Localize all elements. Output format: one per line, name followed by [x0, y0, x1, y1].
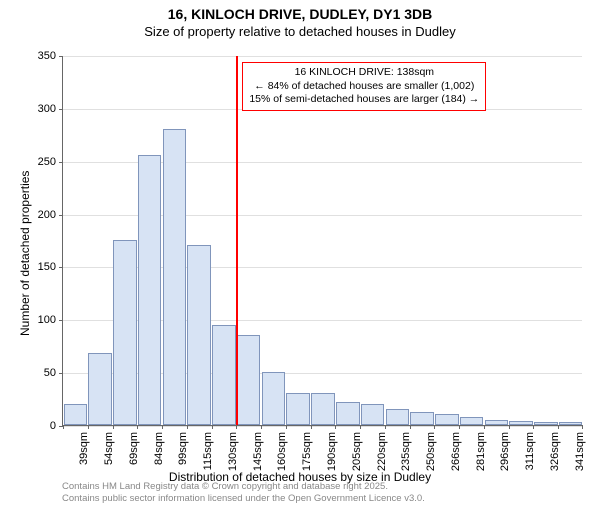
- histogram-bar: [163, 129, 187, 425]
- histogram-bar: [460, 417, 484, 425]
- histogram-bar: [286, 393, 310, 425]
- y-tick-label: 250: [0, 156, 56, 168]
- y-tick-label: 200: [0, 209, 56, 221]
- histogram-bar: [361, 404, 385, 425]
- annotation-line: 16 KINLOCH DRIVE: 138sqm: [249, 66, 479, 80]
- x-tick-mark: [484, 425, 485, 429]
- x-tick-mark: [335, 425, 336, 429]
- histogram-bar: [485, 420, 509, 425]
- y-tick-mark: [59, 215, 63, 216]
- x-tick-label: 145sqm: [252, 432, 264, 482]
- x-tick-label: 296sqm: [499, 432, 511, 482]
- histogram-bar: [187, 245, 211, 425]
- x-tick-label: 84sqm: [153, 432, 165, 482]
- x-tick-mark: [582, 425, 583, 429]
- histogram-bar: [138, 155, 162, 425]
- histogram-bar: [534, 422, 558, 425]
- x-tick-mark: [459, 425, 460, 429]
- x-tick-mark: [286, 425, 287, 429]
- x-tick-mark: [137, 425, 138, 429]
- x-tick-label: 311sqm: [524, 432, 536, 482]
- x-tick-mark: [236, 425, 237, 429]
- x-tick-mark: [212, 425, 213, 429]
- x-tick-label: 266sqm: [450, 432, 462, 482]
- histogram-bar: [237, 335, 261, 425]
- y-tick-label: 50: [0, 367, 56, 379]
- x-tick-mark: [385, 425, 386, 429]
- histogram-bar: [410, 412, 434, 425]
- chart-area: 16 KINLOCH DRIVE: 138sqm← 84% of detache…: [62, 56, 582, 426]
- histogram-bar: [435, 414, 459, 425]
- footer-attribution: Contains HM Land Registry data © Crown c…: [62, 481, 425, 504]
- x-tick-label: 341sqm: [574, 432, 586, 482]
- chart-title-main: 16, KINLOCH DRIVE, DUDLEY, DY1 3DB: [0, 6, 600, 22]
- histogram-bar: [64, 404, 88, 425]
- footer-line-1: Contains HM Land Registry data © Crown c…: [62, 481, 425, 492]
- histogram-bar: [336, 402, 360, 425]
- x-tick-label: 205sqm: [351, 432, 363, 482]
- x-tick-mark: [509, 425, 510, 429]
- x-tick-label: 235sqm: [400, 432, 412, 482]
- histogram-bar: [212, 325, 236, 425]
- x-tick-label: 54sqm: [103, 432, 115, 482]
- y-tick-label: 100: [0, 314, 56, 326]
- x-tick-mark: [533, 425, 534, 429]
- annotation-line: 15% of semi-detached houses are larger (…: [249, 93, 479, 107]
- x-tick-label: 39sqm: [78, 432, 90, 482]
- x-tick-label: 99sqm: [177, 432, 189, 482]
- y-tick-mark: [59, 56, 63, 57]
- y-tick-label: 300: [0, 103, 56, 115]
- grid-line: [63, 426, 582, 427]
- x-tick-label: 326sqm: [549, 432, 561, 482]
- x-tick-mark: [434, 425, 435, 429]
- y-tick-label: 0: [0, 420, 56, 432]
- x-tick-mark: [88, 425, 89, 429]
- histogram-bar: [262, 372, 286, 425]
- x-tick-label: 175sqm: [301, 432, 313, 482]
- x-tick-mark: [558, 425, 559, 429]
- y-tick-mark: [59, 267, 63, 268]
- annotation-box: 16 KINLOCH DRIVE: 138sqm← 84% of detache…: [242, 62, 486, 111]
- histogram-bar: [311, 393, 335, 425]
- y-tick-mark: [59, 320, 63, 321]
- x-tick-mark: [113, 425, 114, 429]
- histogram-bar: [88, 353, 112, 425]
- x-tick-mark: [311, 425, 312, 429]
- chart-title-sub: Size of property relative to detached ho…: [0, 24, 600, 39]
- x-tick-mark: [187, 425, 188, 429]
- histogram-bar: [386, 409, 410, 425]
- x-tick-label: 160sqm: [276, 432, 288, 482]
- x-tick-label: 130sqm: [227, 432, 239, 482]
- x-tick-mark: [410, 425, 411, 429]
- y-tick-mark: [59, 373, 63, 374]
- y-tick-mark: [59, 109, 63, 110]
- footer-line-2: Contains public sector information licen…: [62, 493, 425, 504]
- marker-line: [236, 56, 238, 425]
- y-tick-label: 150: [0, 261, 56, 273]
- x-tick-mark: [261, 425, 262, 429]
- x-tick-label: 190sqm: [326, 432, 338, 482]
- x-tick-label: 220sqm: [376, 432, 388, 482]
- x-tick-mark: [63, 425, 64, 429]
- x-tick-label: 250sqm: [425, 432, 437, 482]
- y-tick-mark: [59, 162, 63, 163]
- x-tick-label: 115sqm: [202, 432, 214, 482]
- histogram-bar: [559, 422, 583, 425]
- y-axis-label: Number of detached properties: [18, 171, 32, 336]
- x-tick-mark: [162, 425, 163, 429]
- x-tick-label: 281sqm: [475, 432, 487, 482]
- plot-area: 16 KINLOCH DRIVE: 138sqm← 84% of detache…: [62, 56, 582, 426]
- x-tick-mark: [360, 425, 361, 429]
- y-tick-label: 350: [0, 50, 56, 62]
- grid-line: [63, 56, 582, 57]
- x-tick-label: 69sqm: [128, 432, 140, 482]
- annotation-line: ← 84% of detached houses are smaller (1,…: [249, 80, 479, 94]
- histogram-bar: [509, 421, 533, 425]
- histogram-bar: [113, 240, 137, 425]
